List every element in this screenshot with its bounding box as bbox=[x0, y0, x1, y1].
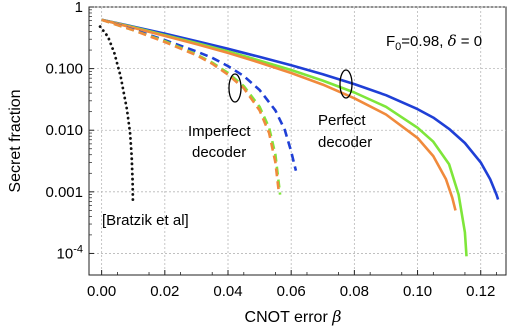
perfect-decoder-ellipse bbox=[339, 69, 353, 99]
grid bbox=[89, 6, 506, 275]
imperfect-decoder-ellipse bbox=[228, 73, 242, 103]
x-tick-label: 0.02 bbox=[150, 283, 179, 300]
series-line-dashed-3 bbox=[101, 18, 298, 172]
series-group bbox=[98, 18, 500, 257]
axis-ticks: 0.00 0.02 0.04 0.06 0.08 0.10 0.12 1 0.100 0.010 0… bbox=[45, 0, 497, 300]
y-tick-label: 0.010 bbox=[45, 122, 83, 139]
y-tick-label: 1 bbox=[75, 0, 83, 16]
reference-label: [Bratzik et al] bbox=[102, 212, 189, 229]
perfect-decoder-label-line2: decoder bbox=[318, 134, 372, 151]
series-line-dashed-5 bbox=[101, 18, 280, 190]
x-tick-label: 0.00 bbox=[87, 283, 116, 300]
imperfect-decoder-label: Imperfect bbox=[188, 123, 251, 140]
perfect-decoder-label: Perfect bbox=[318, 112, 366, 129]
series-line-dotted-6 bbox=[98, 25, 135, 203]
y-axis-label: Secret fraction bbox=[7, 89, 24, 192]
x-tick-label: 0.12 bbox=[466, 283, 495, 300]
series-line-dashed-4 bbox=[101, 18, 282, 195]
x-axis-label: CNOT error β bbox=[245, 307, 342, 326]
imperfect-decoder-label-line2: decoder bbox=[192, 144, 246, 161]
y-tick-label: 0.100 bbox=[45, 61, 83, 78]
series-line-solid-2 bbox=[101, 18, 457, 211]
y-tick-label: 10-4 bbox=[57, 243, 83, 262]
y-tick-label: 0.001 bbox=[45, 184, 83, 201]
x-tick-label: 0.04 bbox=[213, 283, 242, 300]
x-tick-label: 0.10 bbox=[403, 283, 432, 300]
params-annotation: F0=0.98, δ = 0 bbox=[386, 32, 482, 53]
series-line-solid-0 bbox=[101, 18, 500, 200]
x-tick-label: 0.08 bbox=[340, 283, 369, 300]
x-tick-label: 0.06 bbox=[277, 283, 306, 300]
